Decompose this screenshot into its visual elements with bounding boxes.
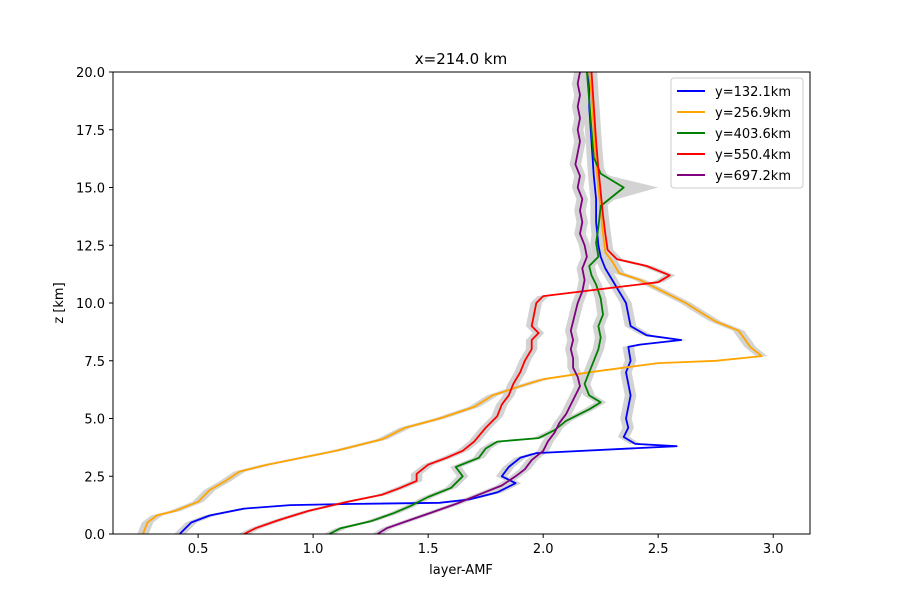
y-axis-ticks: 0.0 2.5 5.0 7.5 10.0 12.5 15.0 17.5 20.0 bbox=[76, 66, 113, 543]
y-tick-label: 2.5 bbox=[84, 470, 105, 485]
uncertainty-band-spike bbox=[600, 173, 659, 204]
series-line-4 bbox=[243, 71, 671, 535]
uncertainty-bands bbox=[137, 72, 768, 534]
x-tick-label: 1.0 bbox=[303, 542, 324, 557]
y-tick-label: 10.0 bbox=[76, 297, 105, 312]
series-line-5 bbox=[377, 71, 588, 535]
x-tick-label: 2.5 bbox=[648, 542, 669, 557]
y-tick-label: 5.0 bbox=[84, 413, 105, 428]
y-tick-label: 20.0 bbox=[76, 66, 105, 81]
chart-title: x=214.0 km bbox=[415, 50, 507, 68]
series-line-3 bbox=[328, 71, 625, 535]
x-tick-label: 0.5 bbox=[188, 542, 209, 557]
y-tick-label: 0.0 bbox=[84, 528, 105, 543]
y-axis-label: z [km] bbox=[52, 282, 67, 323]
series-lines bbox=[142, 71, 763, 535]
y-tick-label: 7.5 bbox=[84, 355, 105, 370]
x-tick-label: 3.0 bbox=[763, 542, 784, 557]
legend: y=132.1km y=256.9km y=403.6km y=550.4km y=69… bbox=[670, 77, 804, 189]
legend-label-2: y=256.9km bbox=[715, 106, 791, 121]
series-line-2 bbox=[142, 71, 763, 535]
x-tick-label: 1.5 bbox=[418, 542, 439, 557]
x-axis-ticks: 0.5 1.0 1.5 2.0 2.5 3.0 bbox=[188, 534, 784, 557]
x-tick-label: 2.0 bbox=[533, 542, 554, 557]
legend-label-5: y=697.2km bbox=[715, 169, 791, 184]
y-tick-label: 15.0 bbox=[76, 182, 105, 197]
legend-label-4: y=550.4km bbox=[715, 148, 791, 163]
y-tick-label: 17.5 bbox=[76, 124, 105, 139]
legend-box bbox=[670, 77, 804, 189]
legend-label-1: y=132.1km bbox=[715, 85, 791, 100]
x-axis-label: layer-AMF bbox=[429, 563, 493, 578]
y-tick-label: 12.5 bbox=[76, 239, 105, 254]
legend-label-3: y=403.6km bbox=[715, 127, 791, 142]
